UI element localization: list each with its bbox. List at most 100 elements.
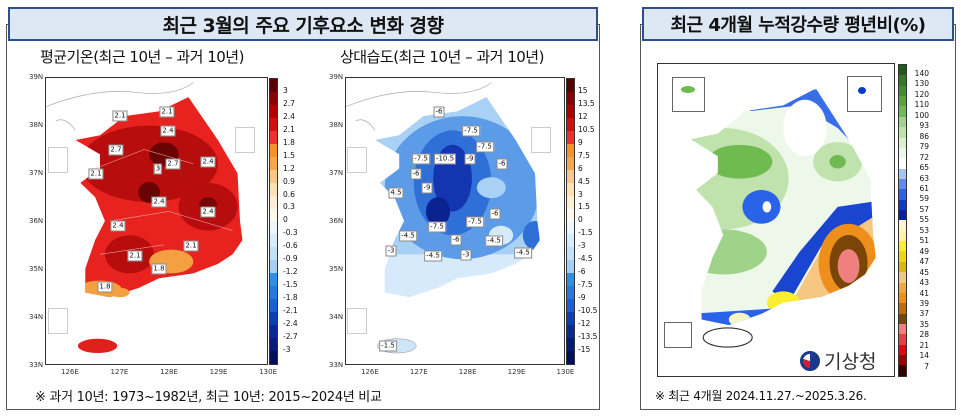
colorbar-swatch (899, 168, 906, 179)
contour-label: -9 (464, 153, 476, 165)
colorbar-swatch (270, 312, 277, 326)
colorbar-tick-label: 110 (914, 100, 929, 110)
contour-label: -4.5 (485, 235, 503, 247)
contour-label: 2.7 (165, 158, 181, 170)
latitude-tick: 38N (329, 121, 344, 129)
colorbar-tick-label: 0.6 (283, 189, 295, 199)
colorbar-tick-label: 45 (919, 267, 929, 277)
latitude-tick: 35N (29, 265, 44, 273)
precipitation-field (690, 88, 876, 326)
latitude-tick: 33N (29, 361, 44, 369)
colorbar-tick-label: 100 (914, 110, 929, 120)
colorbar-tick-label: 79 (919, 142, 929, 152)
precipitation-colorbar-labels: 140 130 120 110 100 93 86 79 72 65 63 61 59 57 55 53 51 4… (911, 69, 929, 371)
latitude-tick: 36N (329, 217, 344, 225)
colorbar-swatch (270, 169, 277, 183)
contour-label: -7.5 (476, 141, 494, 153)
south-islands-inset (48, 308, 68, 334)
colorbar-swatch (270, 338, 277, 352)
colorbar-swatch (899, 137, 906, 148)
colorbar-tick-label: -15 (578, 344, 591, 354)
colorbar-tick-label: -9 (578, 293, 586, 302)
colorbar-tick-label: 0.3 (283, 202, 295, 212)
colorbar-tick-label: 0 (578, 215, 583, 225)
latitude-tick: 35N (329, 265, 344, 273)
colorbar-tick-label: 2.1 (283, 124, 295, 134)
colorbar-swatch (270, 247, 277, 261)
colorbar-tick-label: 61 (919, 183, 929, 193)
colorbar-swatch (567, 79, 574, 92)
colorbar-tick-label: 55 (919, 215, 929, 225)
longitude-tick: 129E (507, 368, 526, 376)
colorbar-swatch (567, 143, 574, 157)
colorbar-tick-label: 37 (919, 309, 929, 319)
colorbar-tick-label: 1.5 (283, 150, 295, 160)
contour-label: -9 (421, 182, 433, 194)
colorbar-swatch (567, 130, 574, 144)
longitude-tick: 128E (160, 368, 178, 376)
colorbar-tick-label: -7.5 (578, 280, 593, 290)
colorbar-tick-label: 15 (578, 86, 588, 95)
colorbar-tick-label: 2.7 (283, 98, 295, 108)
colorbar-tick-label: -0.9 (283, 254, 298, 264)
colorbar-swatch (899, 313, 906, 324)
colorbar-swatch (567, 338, 574, 352)
temperature-colorbar-labels: 3 2.7 2.4 2.1 1.8 1.5 1.2 0.9 0.6 0.3 0 -0.3 -0.6 -0.… (283, 86, 298, 354)
colorbar-tick-label: 41 (919, 288, 929, 298)
colorbar-swatch (270, 273, 277, 287)
longitude-tick: 129E (209, 368, 228, 376)
precipitation-colorbar (898, 64, 907, 377)
colorbar-tick-label: 93 (919, 121, 929, 131)
colorbar-swatch (567, 273, 574, 287)
colorbar-swatch (270, 351, 277, 364)
colorbar-swatch (270, 91, 277, 105)
ulleung-inset (531, 127, 551, 153)
colorbar-swatch (899, 65, 906, 76)
colorbar-tick-label: -2.4 (283, 318, 298, 328)
colorbar-swatch (899, 261, 906, 273)
longitude-tick: 126E (61, 368, 79, 376)
colorbar-swatch (567, 169, 574, 183)
latitude-tick: 39N (29, 73, 44, 81)
colorbar-tick-label: 14 (919, 351, 929, 361)
colorbar-swatch (567, 91, 574, 105)
colorbar-tick-label: 3 (578, 189, 583, 199)
contour-label: 2.1 (88, 168, 104, 180)
contour-label: -7.5 (412, 153, 430, 165)
colorbar-swatch (567, 208, 574, 222)
contour-label: 2.4 (200, 206, 216, 218)
ulleung-inset (235, 127, 255, 153)
colorbar-swatch (899, 241, 906, 252)
colorbar-swatch (567, 221, 574, 235)
latitude-tick: 34N (29, 313, 44, 321)
colorbar-swatch (270, 234, 277, 248)
contour-label: -6 (489, 208, 501, 220)
contour-label: 2.1 (183, 240, 199, 252)
colorbar-tick-label: 6 (578, 163, 583, 173)
humidity-colorbar-labels: 15 13.5 12 10.5 9 7.5 6 4.5 3 1.5 0 -1.5 -3 -4.5 -6 -7.… (578, 86, 597, 354)
colorbar-swatch (270, 221, 277, 235)
colorbar-swatch (899, 344, 906, 356)
contour-label: 2.4 (110, 220, 126, 232)
colorbar-tick-label: 120 (914, 89, 929, 99)
humidity-field (375, 97, 540, 298)
colorbar-swatch (899, 334, 906, 345)
contour-label: 2.4 (200, 156, 216, 168)
contour-label: -7.5 (428, 221, 446, 233)
colorbar-swatch (567, 117, 574, 131)
colorbar-swatch (270, 299, 277, 313)
colorbar-swatch (899, 230, 906, 242)
colorbar-tick-label: 43 (919, 278, 929, 288)
colorbar-swatch (270, 286, 277, 300)
colorbar-swatch (899, 220, 906, 231)
colorbar-tick-label: 49 (919, 246, 929, 256)
longitude-tick: 126E (361, 368, 379, 376)
longitude-tick: 127E (409, 368, 428, 376)
colorbar-tick-label: -2.1 (283, 305, 298, 315)
colorbar-tick-label: 72 (919, 152, 929, 162)
contour-label: 2.1 (159, 106, 175, 118)
colorbar-swatch (899, 251, 906, 262)
colorbar-swatch (899, 303, 906, 314)
colorbar-swatch (567, 104, 574, 118)
colorbar-tick-label: 28 (919, 330, 929, 340)
